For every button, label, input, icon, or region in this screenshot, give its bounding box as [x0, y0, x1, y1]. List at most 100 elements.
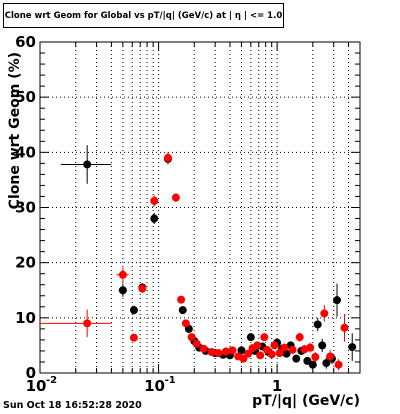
marker — [181, 319, 190, 328]
marker — [318, 341, 327, 350]
data-point — [270, 341, 279, 350]
marker — [192, 339, 201, 348]
data-point — [150, 195, 159, 207]
data-point — [228, 346, 237, 355]
marker — [334, 360, 343, 369]
marker — [150, 196, 159, 205]
marker — [333, 296, 342, 305]
data-point — [239, 354, 248, 363]
marker — [221, 347, 230, 356]
y-tick-label: 40 — [15, 143, 36, 161]
data-point — [318, 338, 327, 353]
y-tick-label: 0 — [26, 364, 36, 382]
data-point — [246, 333, 255, 342]
data-point — [333, 283, 342, 317]
data-point — [192, 339, 201, 348]
data-point — [313, 317, 322, 332]
marker — [118, 286, 127, 295]
marker — [138, 284, 147, 293]
y-tick-label: 20 — [15, 254, 36, 272]
y-tick-label: 10 — [15, 309, 36, 327]
data-point — [311, 352, 320, 362]
data-point — [306, 342, 315, 353]
data-point — [348, 333, 357, 361]
marker — [313, 320, 322, 329]
series-1 — [40, 152, 349, 371]
marker — [267, 350, 276, 359]
data-point — [322, 357, 331, 369]
data-point — [267, 350, 276, 359]
axes — [39, 41, 361, 374]
marker — [322, 359, 331, 368]
marker — [244, 349, 253, 358]
data-point — [150, 213, 159, 225]
series-0 — [60, 145, 357, 369]
data-point — [138, 284, 147, 294]
marker — [295, 333, 304, 342]
marker — [199, 344, 208, 353]
marker — [187, 333, 196, 342]
data-point — [237, 346, 246, 355]
marker — [118, 270, 127, 279]
data-point — [292, 354, 301, 363]
data-point — [181, 319, 190, 328]
data-point — [221, 347, 230, 356]
y-tick-label: 30 — [15, 199, 36, 217]
data-point — [288, 345, 297, 354]
marker — [340, 323, 349, 332]
marker — [311, 353, 320, 362]
chart-title-text: Clone wrt Geom for Global vs pT/|q| (GeV… — [4, 10, 283, 21]
data-point — [163, 152, 172, 164]
x-tick-exponent: -1 — [165, 375, 176, 386]
data-point — [129, 333, 138, 342]
marker — [228, 346, 237, 355]
marker — [326, 352, 335, 361]
data-point — [118, 283, 127, 297]
marker — [275, 349, 284, 358]
data-points — [40, 145, 357, 371]
marker — [253, 341, 262, 350]
marker — [83, 319, 92, 328]
marker — [270, 341, 279, 350]
marker — [260, 333, 269, 342]
x-tick-base: 1 — [272, 377, 282, 395]
marker — [207, 348, 216, 357]
y-tick-label: 60 — [15, 33, 36, 51]
data-point — [244, 349, 253, 358]
x-tick-exponent: -2 — [46, 375, 57, 386]
marker — [280, 343, 289, 352]
marker — [178, 306, 187, 315]
y-tick-label: 50 — [15, 88, 36, 106]
marker — [282, 349, 291, 358]
marker — [129, 306, 138, 315]
data-point — [40, 309, 112, 338]
data-point — [116, 267, 129, 282]
data-point — [334, 359, 343, 371]
data-point — [178, 306, 187, 315]
data-point — [326, 349, 335, 364]
y-axis-title: Clone wrt Geom (%) — [7, 52, 23, 209]
data-point — [199, 344, 208, 353]
marker — [83, 160, 92, 169]
data-point — [308, 360, 317, 369]
marker — [292, 354, 301, 363]
data-point — [177, 295, 186, 304]
x-tick-base: 10 — [26, 377, 47, 395]
marker — [177, 295, 186, 304]
data-point — [256, 351, 265, 360]
data-point — [253, 341, 262, 350]
x-tick-base: 10 — [144, 377, 165, 395]
marker — [348, 343, 357, 352]
grid-lines — [39, 42, 361, 373]
data-point — [320, 305, 329, 322]
marker — [288, 345, 297, 354]
marker — [214, 349, 223, 358]
marker — [256, 351, 265, 360]
marker — [150, 214, 159, 223]
data-point — [214, 349, 223, 358]
data-point — [171, 193, 180, 202]
x-axis-title: pT/|q| (GeV/c) — [252, 393, 360, 409]
